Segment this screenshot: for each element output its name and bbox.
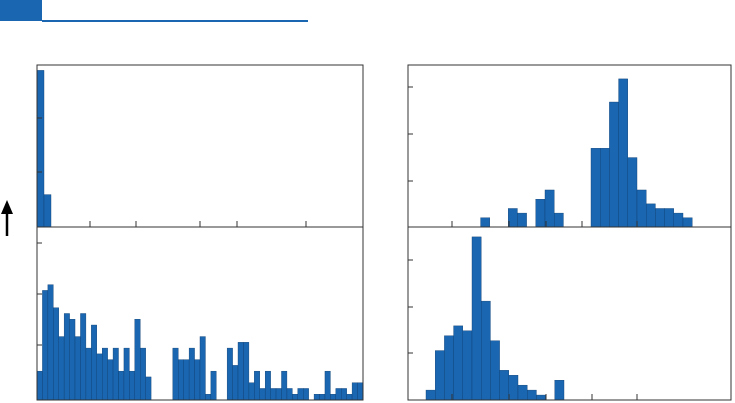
histogram-bar <box>248 382 255 401</box>
histogram-bar <box>129 370 135 401</box>
histogram-bar <box>243 342 250 401</box>
plot-frame <box>36 226 364 401</box>
histogram-bar <box>535 199 546 228</box>
histogram-bar <box>118 370 125 401</box>
histogram-bar <box>527 389 537 401</box>
histogram-bar <box>140 347 146 401</box>
histogram-bar <box>517 384 528 401</box>
histogram-bar <box>324 370 331 401</box>
histogram-bar <box>471 236 482 401</box>
histogram-bar <box>609 101 619 228</box>
histogram-bar <box>618 78 628 228</box>
histogram-bar <box>286 388 293 401</box>
histogram-bar <box>101 347 108 401</box>
histogram-bar <box>69 319 76 401</box>
plot-frame <box>407 64 732 228</box>
histogram-bar <box>226 347 233 401</box>
histogram-bar <box>313 394 320 401</box>
histogram-panel-top-right <box>407 64 732 228</box>
histogram-bar <box>536 394 546 401</box>
histogram-bar <box>264 370 271 401</box>
histogram-bar <box>673 212 684 228</box>
histogram-bar <box>357 382 364 401</box>
histogram-bar <box>188 347 195 401</box>
histogram-bar <box>346 394 353 401</box>
histogram-bar <box>682 217 693 228</box>
histogram-bar <box>47 284 54 401</box>
histogram-bar <box>183 359 190 401</box>
histogram-bar <box>63 313 70 401</box>
histogram-bar <box>590 148 601 228</box>
histogram-bar <box>303 388 309 401</box>
histogram-bar <box>254 370 260 401</box>
plot-frame <box>36 64 364 228</box>
histogram-bar <box>53 307 59 401</box>
histogram-bar <box>210 370 217 401</box>
histogram-bar <box>554 380 565 401</box>
histogram-bar <box>508 208 518 228</box>
histogram-bar <box>91 324 97 401</box>
histogram-bar <box>259 388 266 401</box>
histogram-bar <box>480 217 491 228</box>
histogram-bar <box>107 359 114 401</box>
histogram-bar <box>96 353 103 401</box>
header-rule <box>42 20 308 22</box>
histogram-bar <box>43 194 52 228</box>
histogram-panel-bottom-right <box>407 226 732 401</box>
histogram-bar <box>425 389 436 401</box>
histogram-bar <box>600 148 610 228</box>
histogram-bar <box>237 342 244 401</box>
histogram-bar <box>297 388 304 401</box>
histogram-bar <box>508 375 519 401</box>
histogram-bar <box>205 394 212 401</box>
histogram-bar <box>172 347 179 401</box>
histogram-bar <box>462 330 473 401</box>
histogram-bar <box>80 313 87 401</box>
histogram-bar <box>664 208 674 228</box>
histogram-bar <box>517 212 527 228</box>
histogram-bar <box>42 290 49 401</box>
histogram-bar <box>292 394 298 401</box>
histogram-bar <box>270 388 277 401</box>
histogram-bar <box>199 336 206 401</box>
histogram-bar <box>112 347 119 401</box>
histogram-panel-top-left <box>36 64 364 228</box>
histogram-bar <box>74 336 81 401</box>
histogram-bar <box>636 189 647 228</box>
histogram-bar <box>627 157 638 228</box>
histogram-bar <box>134 319 141 401</box>
histogram-bar <box>435 350 445 401</box>
histogram-bar <box>655 208 665 228</box>
histogram-bar <box>123 347 130 401</box>
histogram-bar <box>58 336 65 401</box>
histogram-bar <box>281 370 288 401</box>
histogram-bar <box>330 394 337 401</box>
histogram-bar <box>351 382 358 401</box>
histogram-bar <box>178 359 184 401</box>
up-arrow-icon <box>1 200 13 236</box>
histogram-bar <box>85 347 92 401</box>
histogram-bar <box>145 376 152 401</box>
histogram-bar <box>194 359 201 401</box>
histogram-bar <box>453 325 464 401</box>
histogram-panel-bottom-left <box>36 226 364 401</box>
histogram-bar <box>481 300 491 401</box>
histogram-bar <box>646 203 656 228</box>
histogram-bar <box>275 388 282 401</box>
histogram-bar <box>554 212 564 228</box>
histogram-bar <box>499 370 510 401</box>
histogram-bar <box>319 394 326 401</box>
histogram-bar <box>335 388 342 401</box>
histogram-bar <box>490 340 500 401</box>
histogram-bar <box>341 388 347 401</box>
plot-frame <box>407 226 732 401</box>
header-accent-block <box>0 0 42 21</box>
histogram-bar <box>232 365 239 401</box>
histogram-bar <box>444 335 454 401</box>
histogram-bar <box>36 70 45 228</box>
histogram-bar <box>36 370 43 401</box>
